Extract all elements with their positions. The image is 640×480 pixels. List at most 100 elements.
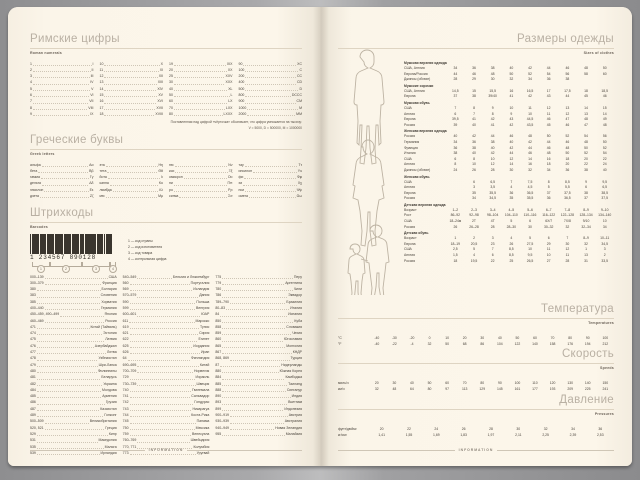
- leader-row: 400–440 Германия: [30, 305, 117, 311]
- roman-number: XIII: [157, 80, 163, 85]
- conversion-value: 1,41: [378, 432, 385, 437]
- leader-column: тау Ττ ипсилон Υυ фи Φφ хи Χχ пси Ψψ омега Ωω: [239, 162, 302, 200]
- dot-leader: [39, 195, 89, 199]
- greek-name: дельта: [30, 181, 41, 186]
- size-value: 8: [473, 156, 475, 161]
- size-value: 25: [509, 258, 514, 263]
- country-name: Россия: [105, 318, 117, 323]
- size-value: 6X/7: [545, 219, 553, 224]
- country-name: Колумбия: [193, 444, 210, 449]
- leader-row: 743 Никарагуа: [123, 406, 209, 412]
- arabic-number: 1: [30, 61, 32, 66]
- size-row: Франция 36 38 40 42 44 46 48 50 52: [404, 146, 614, 152]
- arabic-number: 18: [99, 111, 104, 116]
- size-value: 48: [546, 151, 551, 156]
- size-value: 26,5: [526, 258, 534, 263]
- barcode-bar: [80, 233, 82, 254]
- conversion-value: 177: [532, 386, 538, 391]
- greek-glyph: Ττ: [298, 162, 302, 167]
- country-code: 471: [30, 324, 36, 329]
- size-row: Италия 38 40 42 44 46 48 50 52 54: [404, 151, 614, 157]
- leader-row: 40 XL: [169, 86, 233, 92]
- leader-row: 7 VII: [30, 98, 94, 104]
- dot-leader: [36, 288, 101, 292]
- dot-leader: [109, 183, 158, 186]
- size-value: 3: [473, 185, 475, 190]
- size-value: 20: [584, 156, 588, 161]
- barcode-bar: [62, 233, 64, 254]
- country-name: Шри-Ланка: [98, 362, 117, 367]
- dot-leader: [36, 395, 102, 399]
- dot-leader: [226, 307, 290, 311]
- country-code: 759: [122, 431, 129, 436]
- size-value: 50: [602, 139, 607, 144]
- dot-leader: [253, 170, 297, 174]
- size-row: Европа/Россия 44 46 48 50 52 54 56 58 60: [404, 72, 614, 78]
- barcode-bar: [40, 233, 42, 254]
- dot-leader: [173, 69, 227, 73]
- leader-column: 19 XIX 20 XX 25 XXV 30 XXX 40 XL 50 L 60 LX 70 LXX 80 LXX…: [169, 61, 233, 118]
- dot-leader: [104, 63, 160, 66]
- conversion-value: 50: [445, 341, 449, 346]
- size-value: 32: [565, 224, 570, 229]
- leader-row: 535 Мальта: [30, 444, 117, 450]
- dot-leader: [173, 101, 228, 104]
- size-value: 46: [602, 94, 607, 99]
- conversion-value: 97: [445, 386, 449, 391]
- country-name: Чехия: [292, 331, 303, 336]
- dot-leader: [40, 176, 89, 180]
- size-value: 4T: [490, 219, 495, 224]
- size-value: 40: [602, 167, 607, 172]
- size-value: 44: [565, 94, 570, 99]
- size-value: 42: [509, 145, 514, 150]
- footer-label-right: INFORMATION: [458, 448, 494, 452]
- dot-leader: [129, 282, 190, 286]
- dot-leader: [36, 377, 101, 380]
- roman-number: IV: [90, 80, 94, 85]
- size-value: 15: [602, 105, 607, 110]
- dot-leader: [32, 107, 88, 110]
- conversion-unit-label: км/ч: [338, 386, 345, 391]
- country-name: Кипр: [108, 431, 117, 436]
- dot-leader: [245, 88, 299, 91]
- section-barcodes: Штрихкоды Barcodes 1 234567 890128 1 2 3 4 …: [30, 207, 302, 456]
- size-value: 6: [585, 185, 587, 190]
- leader-row: 729 Израиль: [123, 374, 209, 380]
- conversion-value: 2,39: [569, 432, 577, 437]
- conversion-value: 26: [461, 426, 466, 431]
- leader-row: 690–695 Китай: [123, 362, 209, 368]
- leader-row: пси Ψψ: [239, 187, 302, 193]
- size-value: 40: [509, 66, 514, 70]
- size-value: 31: [584, 258, 588, 263]
- conversion-unit-label: °F: [338, 341, 342, 346]
- size-value: 18–24м: [449, 219, 462, 224]
- size-value: 7: [491, 247, 494, 252]
- leader-row: 885 Таиланд: [215, 381, 302, 387]
- size-group-title: Мужская верхняя одежда: [404, 61, 447, 65]
- barcode-subtitle: Barcodes: [30, 224, 48, 229]
- roman-number: XVI: [157, 99, 163, 104]
- conversion-value: 28: [489, 426, 493, 431]
- barcode-bar: [68, 233, 69, 254]
- size-row-label: Возраст: [404, 207, 417, 212]
- size-row-label: США: [404, 219, 412, 224]
- man-silhouette: [353, 49, 385, 165]
- country-name: Индонезия: [284, 406, 303, 411]
- greek-name: сигма: [169, 193, 179, 198]
- conversion-value: 80: [568, 335, 573, 340]
- roman-columns: 1 I 2 II 3 III 4 IV 5 V 6 VI 7 VII 8 VIII 9 IX 10 X 11 XI 12 XI…: [30, 61, 302, 118]
- size-row: США 6 8 10 12 14 16 18 20 22: [404, 157, 614, 163]
- country-code: 460–469: [30, 318, 44, 323]
- dot-leader: [36, 364, 98, 367]
- country-name: Венгрия: [196, 305, 210, 310]
- dot-leader: [44, 421, 89, 424]
- size-value: 47: [565, 117, 570, 122]
- size-value: 16: [509, 88, 514, 93]
- roman-number: L: [230, 92, 233, 97]
- country-name: Камбоджа: [285, 375, 303, 380]
- size-value: 6–7: [545, 207, 552, 212]
- conversion-value: 60: [533, 335, 537, 340]
- leader-row: 900–919 Австрия: [215, 412, 302, 418]
- leader-row: ню Νν: [169, 162, 233, 168]
- country-name: Иран: [201, 350, 210, 355]
